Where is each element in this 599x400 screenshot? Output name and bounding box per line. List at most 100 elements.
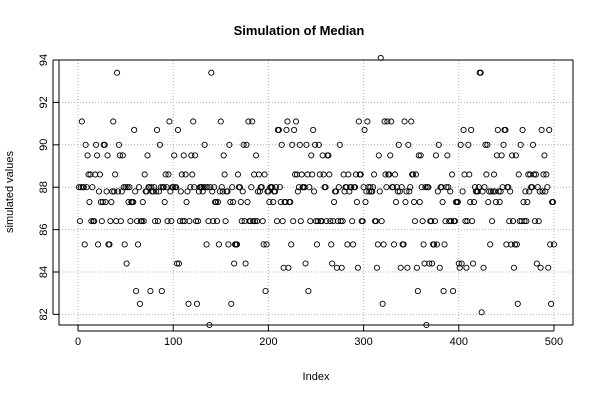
- data-point: [302, 260, 309, 267]
- data-point: [509, 218, 517, 225]
- data-point: [275, 126, 282, 134]
- data-point: [475, 184, 482, 191]
- data-point: [153, 126, 161, 134]
- data-point: [478, 309, 485, 316]
- data-point: [139, 198, 146, 206]
- data-point: [225, 241, 232, 248]
- data-point: [245, 118, 252, 125]
- data-point: [166, 118, 173, 125]
- y-tick-label: 90: [38, 139, 50, 151]
- data-point: [239, 188, 246, 195]
- data-point: [460, 126, 467, 134]
- data-point: [297, 218, 304, 225]
- data-point: [194, 218, 202, 225]
- data-point: [386, 171, 393, 178]
- data-point: [310, 126, 317, 134]
- data-point: [359, 218, 366, 225]
- data-point: [152, 218, 159, 225]
- data-point: [498, 152, 505, 159]
- data-point: [315, 141, 322, 148]
- data-point: [545, 264, 552, 271]
- data-point: [272, 184, 280, 191]
- data-point: [325, 152, 332, 159]
- data-point: [173, 184, 180, 191]
- data-point: [549, 198, 557, 206]
- data-point: [134, 241, 142, 248]
- data-point: [174, 126, 182, 134]
- data-point: [77, 184, 84, 191]
- data-point: [335, 184, 342, 191]
- data-point: [130, 198, 137, 206]
- data-point: [397, 264, 404, 271]
- data-point: [94, 152, 101, 159]
- data-point: [491, 188, 499, 195]
- data-point: [175, 260, 182, 267]
- data-point: [383, 184, 390, 191]
- data-point: [412, 171, 419, 178]
- data-point: [147, 288, 154, 295]
- data-point: [416, 198, 423, 206]
- data-point: [291, 126, 298, 134]
- data-point: [483, 171, 490, 178]
- data-point: [273, 218, 281, 225]
- data-point: [371, 171, 378, 178]
- data-point: [373, 264, 380, 271]
- data-point: [469, 218, 476, 225]
- data-point: [524, 198, 531, 206]
- data-point: [408, 118, 415, 125]
- data-point: [122, 184, 129, 191]
- data-point: [222, 218, 229, 225]
- data-point: [252, 218, 259, 225]
- data-point: [433, 241, 440, 248]
- data-point: [378, 218, 385, 225]
- data-point: [467, 198, 474, 206]
- data-point: [309, 171, 316, 178]
- data-point: [248, 184, 255, 191]
- data-point: [136, 300, 143, 307]
- data-point: [511, 241, 518, 248]
- data-point: [190, 118, 197, 125]
- data-point: [477, 69, 484, 76]
- data-point: [306, 184, 313, 191]
- data-point: [392, 198, 400, 206]
- data-point: [183, 198, 190, 206]
- data-point: [529, 184, 536, 191]
- data-point: [187, 184, 194, 191]
- data-point: [466, 171, 473, 178]
- data-point: [390, 184, 397, 191]
- data-point: [441, 241, 448, 248]
- data-point: [160, 184, 167, 191]
- data-point: [550, 241, 558, 248]
- data-point: [489, 188, 497, 195]
- data-point: [527, 171, 534, 178]
- data-point: [278, 141, 285, 148]
- data-point: [230, 198, 237, 206]
- data-point: [110, 118, 117, 125]
- data-point: [250, 218, 257, 225]
- data-point: [158, 288, 165, 295]
- data-point: [398, 184, 405, 191]
- data-point: [165, 171, 172, 178]
- data-point: [204, 184, 211, 191]
- data-point: [344, 241, 351, 248]
- data-point: [199, 188, 206, 195]
- data-point: [182, 171, 189, 178]
- data-point: [307, 218, 314, 225]
- data-point: [180, 152, 187, 159]
- y-tick-label: 88: [38, 181, 50, 193]
- data-point: [380, 241, 387, 248]
- data-point: [109, 188, 116, 195]
- data-point: [263, 241, 270, 248]
- data-point: [375, 152, 382, 159]
- data-point: [402, 198, 409, 206]
- data-point: [80, 184, 87, 191]
- data-point: [522, 188, 529, 195]
- data-point: [537, 264, 544, 271]
- data-point: [255, 171, 262, 178]
- data-point: [161, 198, 168, 206]
- data-point: [258, 184, 265, 191]
- data-point: [170, 184, 177, 191]
- data-point: [525, 171, 532, 178]
- data-point: [485, 198, 492, 206]
